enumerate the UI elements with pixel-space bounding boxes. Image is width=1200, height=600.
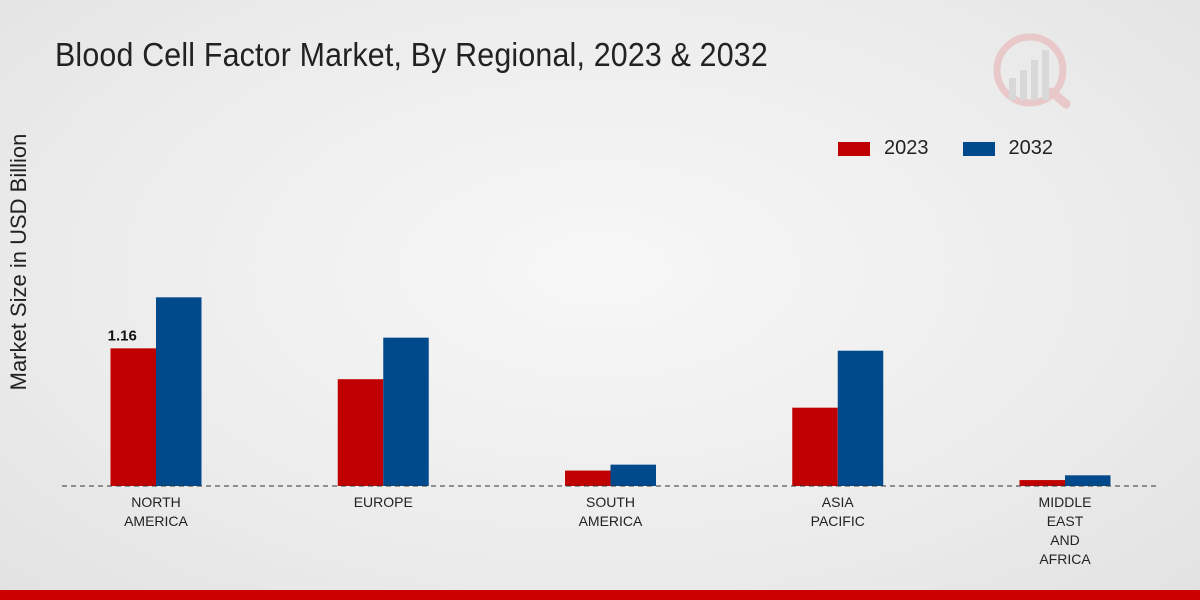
- x-tick-label-4: MIDDLE EAST AND AFRICA: [1039, 494, 1092, 567]
- bottom-accent-bar: [0, 590, 1200, 600]
- legend-item-2032: 2032: [962, 137, 1054, 160]
- watermark-logo-icon: [993, 33, 1071, 109]
- bar-2032-1: [383, 337, 429, 486]
- legend-label-2023: 2023: [884, 137, 929, 159]
- data-label-0: 1.16: [108, 327, 137, 344]
- bar-2023-4: [1019, 480, 1065, 486]
- legend-item-2023: 2023: [838, 137, 929, 160]
- x-tick-label-1: EUROPE: [354, 494, 413, 510]
- bar-2032-0: [156, 297, 202, 486]
- legend: 2023 2032: [838, 137, 1053, 160]
- bar-2023-2: [565, 470, 611, 486]
- bar-2023-0: [110, 348, 156, 486]
- bar-2023-3: [792, 407, 838, 486]
- x-tick-label-0: NORTH AMERICA: [124, 494, 188, 529]
- x-tick-label-3: ASIA PACIFIC: [811, 494, 865, 529]
- legend-swatch-2032: [962, 141, 995, 156]
- legend-label-2032: 2032: [1008, 137, 1054, 159]
- x-tick-label-2: SOUTH AMERICA: [579, 494, 643, 529]
- bar-2032-4: [1065, 475, 1111, 486]
- chart-title: Blood Cell Factor Market, By Regional, 2…: [55, 36, 768, 73]
- bar-2032-2: [610, 464, 656, 486]
- bar-2032-3: [837, 350, 884, 486]
- legend-swatch-2023: [838, 141, 870, 156]
- bar-2023-1: [337, 379, 384, 486]
